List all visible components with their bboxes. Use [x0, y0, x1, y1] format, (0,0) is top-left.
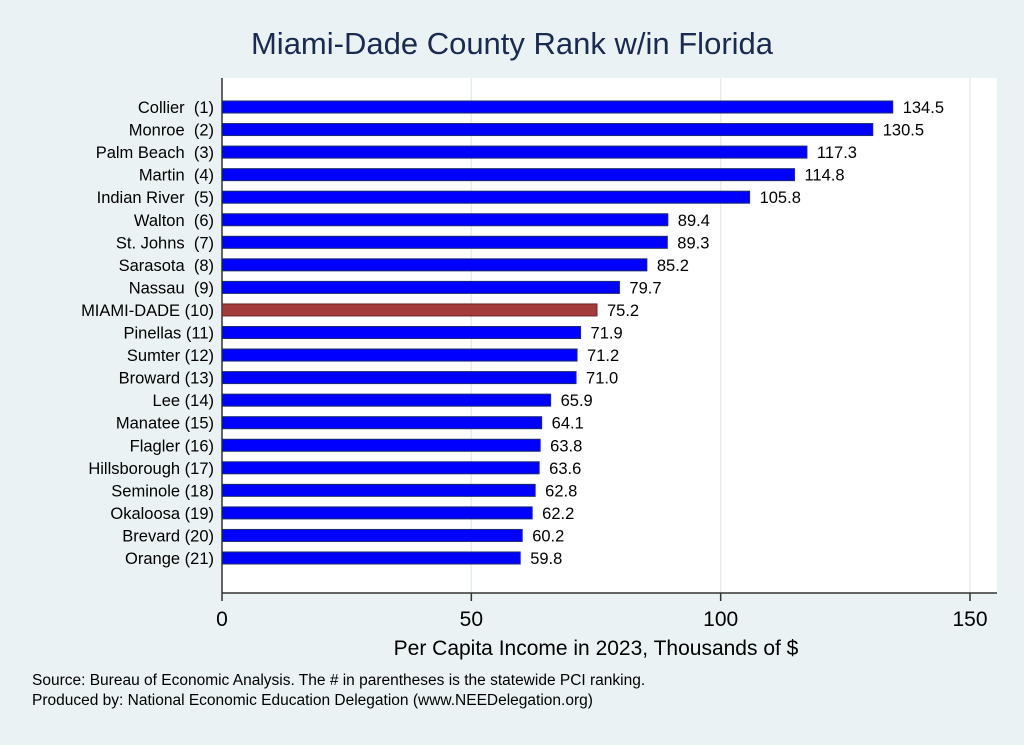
bar	[221, 528, 523, 542]
bar-value-label: 62.8	[545, 482, 577, 500]
bar	[221, 483, 536, 497]
y-category-label: Broward (13)	[119, 370, 214, 388]
bar	[221, 213, 669, 227]
y-category-label: MIAMI-DADE (10)	[81, 302, 214, 320]
bar-value-label: 130.5	[883, 122, 924, 140]
x-axis-label: Per Capita Income in 2023, Thousands of …	[394, 637, 799, 660]
y-category-label: Walton (6)	[134, 212, 214, 230]
bar	[221, 100, 894, 114]
bar	[221, 371, 577, 385]
bar-value-label: 71.0	[586, 370, 618, 388]
y-category-label: St. Johns (7)	[116, 234, 214, 252]
source-note: Source: Bureau of Economic Analysis. The…	[32, 672, 646, 689]
bar-value-label: 89.3	[677, 234, 709, 252]
x-tick-label: 100	[703, 608, 738, 631]
bar	[221, 348, 578, 362]
bar	[221, 551, 521, 565]
bar	[221, 145, 808, 159]
chart-title: Miami-Dade County Rank w/in Florida	[250, 26, 774, 61]
bar-value-label: 114.8	[804, 167, 844, 185]
produced-by-note: Produced by: National Economic Education…	[32, 692, 593, 709]
bar	[221, 461, 540, 475]
y-category-label: Monroe (2)	[129, 122, 214, 140]
x-tick-label: 50	[460, 608, 483, 631]
bar-value-label: 89.4	[678, 212, 710, 230]
bar	[221, 393, 552, 407]
y-category-label: Hillsborough (17)	[88, 460, 214, 478]
y-category-label: Indian River (5)	[97, 189, 214, 207]
y-category-label: Collier (1)	[138, 99, 214, 117]
bar	[221, 326, 582, 339]
y-category-label: Orange (21)	[125, 550, 214, 568]
y-category-label: Brevard (20)	[122, 527, 214, 545]
bar	[221, 168, 795, 182]
y-category-label: Flagler (16)	[130, 437, 214, 455]
x-tick-label: 0	[216, 608, 228, 631]
bar-value-label: 62.2	[542, 505, 574, 523]
x-tick-label: 150	[952, 608, 987, 631]
bar-value-label: 59.8	[530, 550, 562, 568]
bar	[221, 416, 543, 430]
bar-value-label: 75.2	[607, 302, 639, 320]
y-category-label: Okaloosa (19)	[110, 505, 214, 523]
bar-highlight	[221, 303, 598, 317]
bar-value-label: 85.2	[657, 257, 689, 275]
bar-value-label: 65.9	[561, 392, 593, 410]
bar	[221, 235, 668, 249]
bar-value-label: 64.1	[552, 415, 584, 433]
y-category-label: Nassau (9)	[129, 279, 214, 297]
bar	[221, 438, 541, 452]
y-category-label: Lee (14)	[153, 392, 214, 410]
y-category-label: Martin (4)	[139, 167, 214, 185]
bar-value-label: 134.5	[903, 99, 944, 117]
bar-value-label: 63.6	[549, 460, 581, 478]
bar-value-label: 79.7	[629, 279, 661, 297]
bar-value-label: 71.2	[587, 347, 619, 365]
bar	[221, 190, 751, 204]
y-category-label: Pinellas (11)	[124, 325, 214, 343]
bar-value-label: 71.9	[591, 325, 623, 343]
bar	[221, 506, 533, 520]
y-category-label: Palm Beach (3)	[96, 144, 214, 162]
bar-value-label: 105.8	[760, 189, 801, 207]
y-category-label: Manatee (15)	[116, 415, 214, 433]
bar	[221, 258, 648, 272]
bar	[221, 280, 620, 294]
bar-value-label: 60.2	[532, 527, 564, 545]
bar	[221, 123, 874, 137]
bar-value-label: 117.3	[817, 144, 857, 162]
y-category-label: Sumter (12)	[127, 347, 214, 365]
y-category-label: Sarasota (8)	[119, 257, 214, 275]
y-category-label: Seminole (18)	[111, 482, 214, 500]
bar-value-label: 63.8	[550, 437, 582, 455]
